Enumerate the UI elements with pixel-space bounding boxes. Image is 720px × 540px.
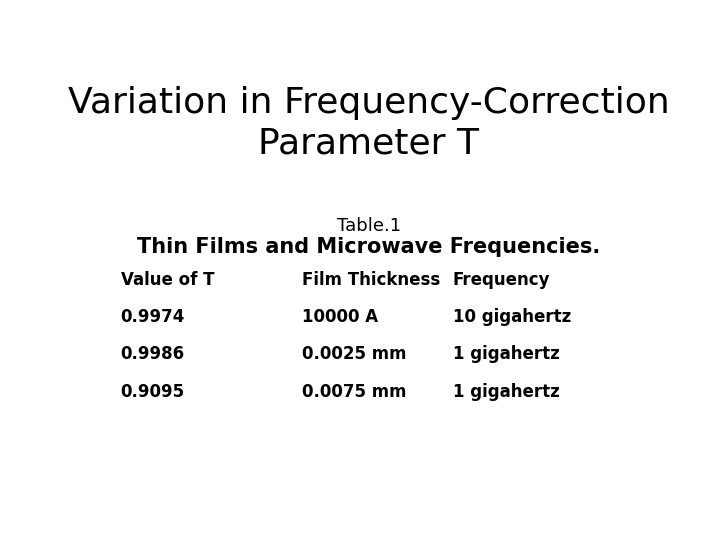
Text: 0.0075 mm: 0.0075 mm (302, 383, 407, 401)
Text: 10 gigahertz: 10 gigahertz (453, 308, 571, 326)
Text: 0.9095: 0.9095 (121, 383, 185, 401)
Text: Variation in Frequency-Correction
Parameter T: Variation in Frequency-Correction Parame… (68, 85, 670, 160)
Text: 0.0025 mm: 0.0025 mm (302, 346, 407, 363)
Text: 1 gigahertz: 1 gigahertz (453, 383, 559, 401)
Text: 0.9974: 0.9974 (121, 308, 185, 326)
Text: 0.9986: 0.9986 (121, 346, 185, 363)
Text: Value of T: Value of T (121, 271, 214, 288)
Text: 10000 A: 10000 A (302, 308, 378, 326)
Text: Thin Films and Microwave Frequencies.: Thin Films and Microwave Frequencies. (138, 238, 600, 258)
Text: Film Thickness: Film Thickness (302, 271, 441, 288)
Text: 1 gigahertz: 1 gigahertz (453, 346, 559, 363)
Text: Table.1: Table.1 (337, 217, 401, 234)
Text: Frequency: Frequency (453, 271, 550, 288)
